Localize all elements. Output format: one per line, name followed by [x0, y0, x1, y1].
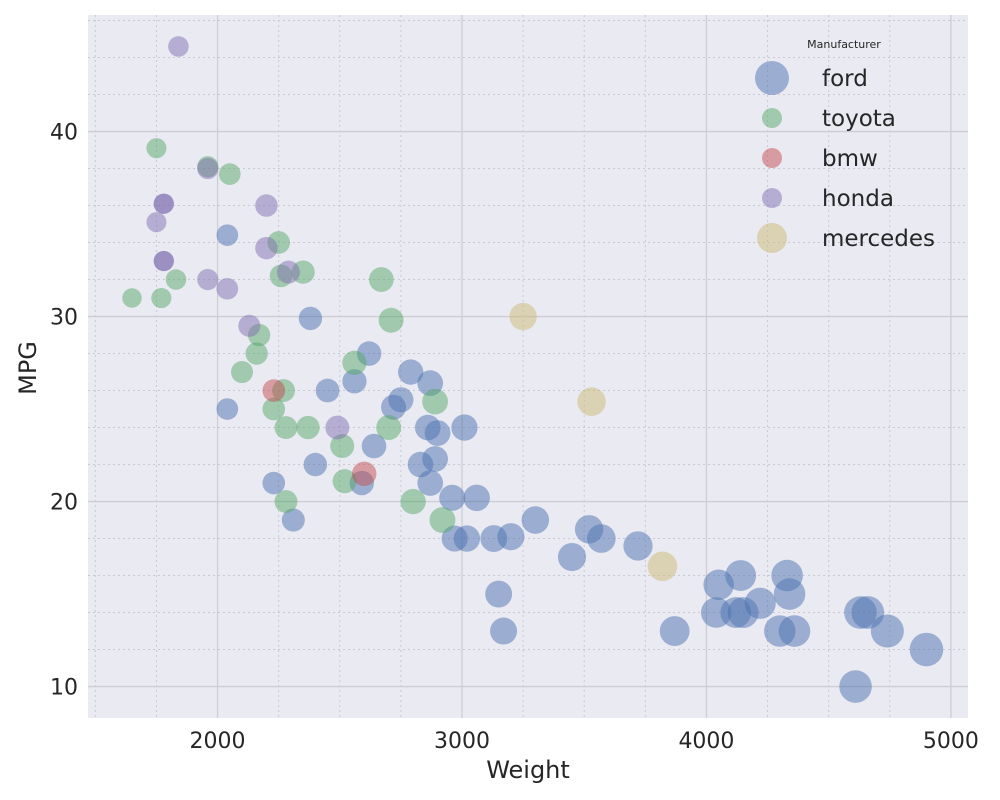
data-point-toyota	[429, 507, 456, 534]
data-point-ford	[773, 578, 806, 610]
data-point-toyota	[218, 163, 241, 185]
data-point-toyota	[376, 415, 402, 441]
y-tick-label: 40	[50, 121, 78, 146]
data-point-ford	[315, 378, 340, 403]
data-point-ford	[281, 508, 305, 532]
data-markers	[122, 36, 944, 703]
data-point-ford	[463, 484, 490, 512]
data-point-ford	[870, 614, 904, 648]
data-point-ford	[453, 525, 481, 552]
legend-title: Manufacturer	[807, 38, 881, 51]
data-point-honda	[197, 268, 219, 291]
data-point-toyota	[378, 307, 404, 333]
data-point-mercedes	[577, 387, 606, 416]
data-point-toyota	[332, 469, 357, 494]
legend: Manufacturer ford toyota bmw honda mercedes	[755, 38, 935, 253]
data-point-toyota	[274, 490, 298, 513]
data-point-ford	[623, 531, 653, 561]
data-point-toyota	[422, 388, 449, 415]
data-point-toyota	[296, 415, 320, 440]
data-point-ford	[361, 433, 387, 459]
data-point-ford	[725, 560, 757, 591]
data-point-ford	[521, 506, 550, 534]
data-point-honda	[153, 193, 174, 214]
data-point-honda	[153, 250, 174, 272]
data-point-ford	[342, 369, 367, 394]
data-point-honda	[216, 277, 239, 300]
data-point-ford	[298, 306, 323, 331]
data-point-mercedes	[647, 551, 678, 582]
data-point-toyota	[274, 416, 298, 439]
data-point-ford	[262, 471, 286, 495]
legend-marker-ford	[755, 61, 789, 95]
data-point-bmw	[351, 461, 377, 487]
data-point-toyota	[330, 434, 355, 459]
data-point-ford	[744, 587, 776, 619]
data-point-honda	[197, 157, 219, 180]
data-point-ford	[909, 632, 944, 667]
tick-labels: 2000 3000 4000 5000 10 20 30 40	[50, 121, 979, 754]
y-tick-label: 10	[50, 676, 78, 701]
data-point-ford	[587, 524, 616, 553]
y-tick-label: 30	[50, 306, 78, 331]
data-point-mercedes	[509, 302, 537, 331]
data-point-honda	[146, 212, 167, 233]
data-point-bmw	[262, 379, 286, 402]
data-point-honda	[168, 36, 189, 57]
legend-label-mercedes: mercedes	[822, 226, 935, 252]
data-point-ford	[485, 580, 513, 608]
data-point-ford	[303, 452, 328, 477]
data-point-toyota	[262, 397, 286, 421]
data-point-honda	[255, 236, 278, 260]
data-point-ford	[557, 542, 587, 572]
data-point-toyota	[165, 269, 187, 290]
legend-label-bmw: bmw	[822, 146, 878, 172]
x-axis-label: Weight	[486, 756, 570, 784]
data-point-toyota	[368, 267, 394, 292]
data-point-honda	[255, 194, 278, 217]
data-point-ford	[424, 420, 451, 447]
y-axis-label: MPG	[14, 341, 42, 395]
data-point-ford	[388, 387, 414, 413]
data-point-ford	[490, 617, 518, 645]
x-tick-label: 4000	[678, 729, 734, 754]
data-point-honda	[238, 314, 261, 337]
data-point-ford	[778, 615, 811, 647]
data-point-ford	[216, 398, 239, 420]
legend-marker-mercedes	[757, 223, 787, 253]
legend-label-toyota: toyota	[822, 106, 896, 132]
data-point-honda	[276, 260, 300, 284]
legend-marker-honda	[762, 188, 782, 208]
data-point-toyota	[342, 350, 367, 375]
x-tick-label: 2000	[190, 729, 246, 754]
data-point-ford	[451, 414, 478, 441]
data-point-ford	[216, 224, 239, 246]
legend-marker-bmw	[762, 148, 782, 168]
legend-label-honda: honda	[822, 186, 894, 212]
data-point-honda	[325, 415, 350, 440]
data-point-toyota	[122, 288, 142, 308]
data-point-ford	[497, 523, 525, 551]
data-point-ford	[659, 616, 690, 646]
data-point-ford	[439, 484, 466, 511]
y-tick-label: 20	[50, 491, 78, 516]
data-point-ford	[839, 670, 872, 703]
data-point-ford	[422, 446, 449, 472]
data-point-toyota	[146, 138, 167, 159]
data-point-toyota	[245, 342, 268, 365]
x-tick-label: 5000	[923, 729, 979, 754]
data-point-toyota	[400, 488, 426, 515]
legend-label-ford: ford	[822, 66, 868, 92]
legend-marker-toyota	[762, 108, 782, 128]
x-tick-label: 3000	[434, 729, 490, 754]
data-point-ford	[417, 470, 444, 496]
data-point-ford	[397, 359, 424, 385]
data-point-toyota	[231, 361, 253, 384]
data-point-toyota	[151, 287, 172, 309]
